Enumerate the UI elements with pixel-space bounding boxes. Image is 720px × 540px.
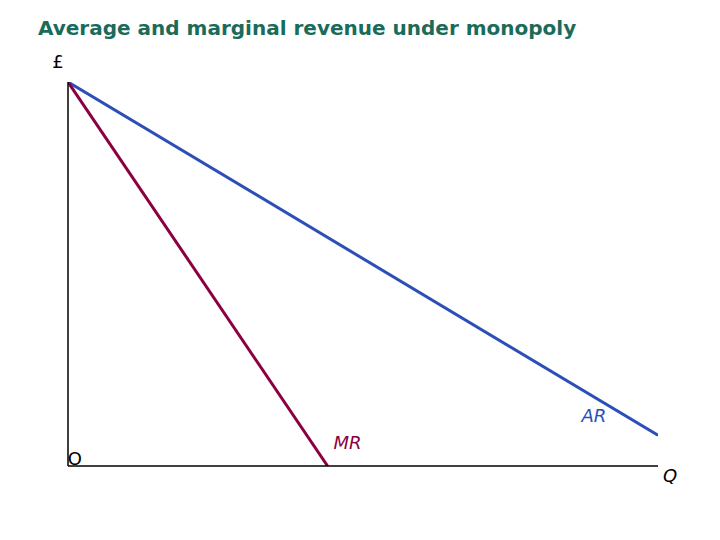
svg-text:Q: Q xyxy=(663,465,677,486)
svg-text:AR: AR xyxy=(580,405,606,426)
svg-text:MR: MR xyxy=(334,432,362,453)
svg-text:£: £ xyxy=(52,51,63,72)
html-text:Average and marginal revenue u: Average and marginal revenue under monop… xyxy=(38,16,577,40)
svg-text:O: O xyxy=(68,448,82,469)
